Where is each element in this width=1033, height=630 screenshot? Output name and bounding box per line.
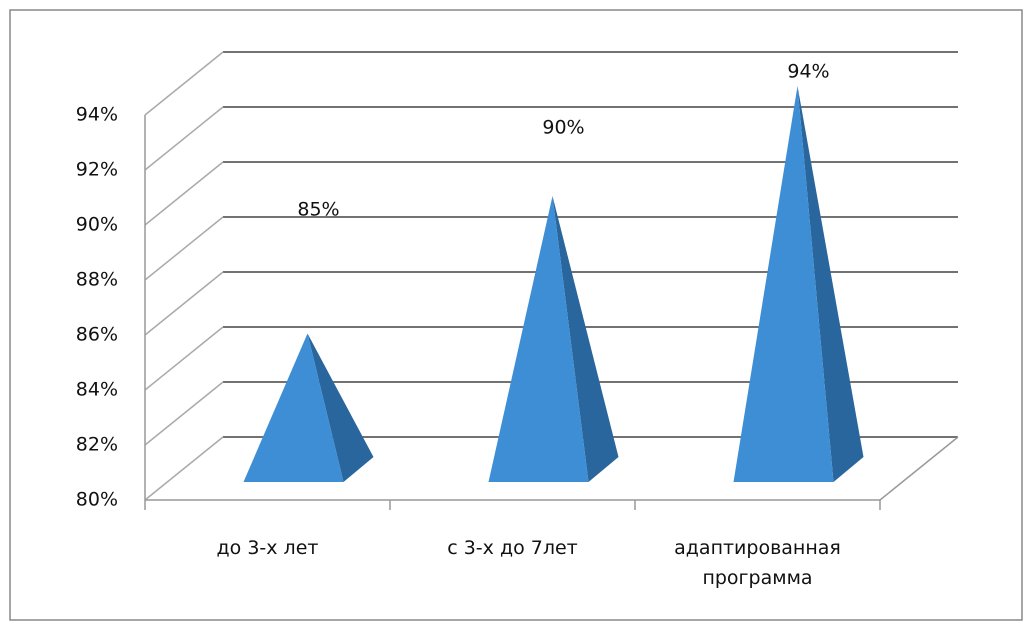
pyramid-front bbox=[733, 86, 834, 482]
chart-border bbox=[9, 9, 1023, 621]
y-tick-label: 84% bbox=[76, 379, 118, 401]
y-tick-label: 88% bbox=[76, 269, 118, 291]
x-tick-label: адаптированная программа bbox=[674, 537, 841, 589]
pyramid-side bbox=[307, 333, 374, 482]
floor-edge bbox=[879, 436, 959, 501]
y-tick-label: 80% bbox=[76, 489, 118, 511]
side-grid-line bbox=[144, 271, 224, 336]
side-grid-line bbox=[144, 161, 224, 226]
y-tick-label: 92% bbox=[76, 159, 118, 181]
y-tick-label: 86% bbox=[76, 324, 118, 346]
y-tick-label: 82% bbox=[76, 434, 118, 456]
side-grid-line bbox=[144, 326, 224, 391]
pyramid-side bbox=[552, 196, 619, 482]
y-tick-label: 94% bbox=[76, 104, 118, 126]
side-grid-line bbox=[144, 51, 224, 116]
side-grid-line bbox=[144, 106, 224, 171]
data-label: 90% bbox=[542, 117, 584, 139]
y-tick-label: 90% bbox=[76, 214, 118, 236]
pyramid-front bbox=[243, 333, 344, 482]
side-grid-line bbox=[144, 436, 224, 501]
data-label: 94% bbox=[787, 61, 829, 83]
x-tick-label: до 3-х лет bbox=[216, 537, 319, 559]
pyramid-side bbox=[797, 86, 864, 482]
side-grid-line bbox=[144, 216, 224, 281]
x-tick-label: с 3-х до 7лет bbox=[447, 537, 578, 559]
data-label: 85% bbox=[297, 199, 339, 221]
side-grid-line bbox=[144, 381, 224, 446]
pyramid-front bbox=[488, 196, 589, 482]
